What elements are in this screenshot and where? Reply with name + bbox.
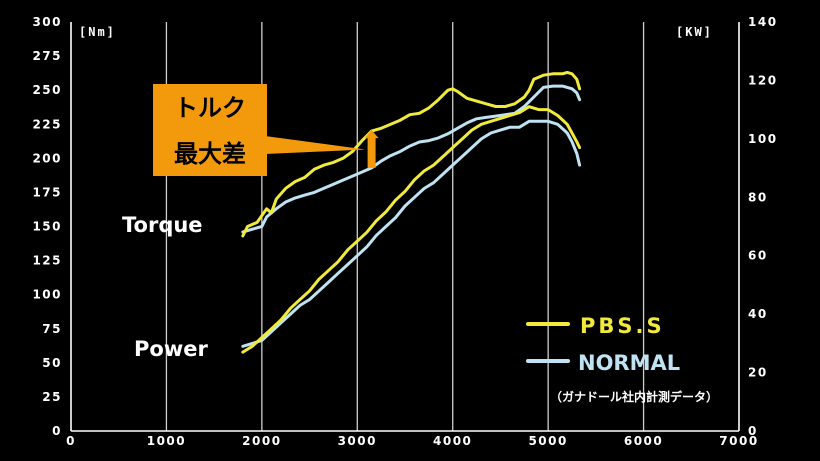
series-lines (241, 70, 582, 354)
right-tick-label-0: 0 (748, 424, 758, 438)
x-tick-label-4000: 4000 (433, 434, 472, 448)
right-tick-label-40: 40 (748, 307, 768, 321)
legend: PBS.S NORMAL （ガナドール社内計測データ） (526, 314, 718, 404)
left-tick-label-125: 125 (32, 254, 62, 268)
left-tick-label-175: 175 (32, 185, 62, 199)
left-axis-unit: [Nm] (79, 25, 116, 39)
left-tick-label-150: 150 (32, 220, 62, 234)
torque-pbs-s-line (241, 70, 582, 238)
left-tick-label-25: 25 (42, 390, 62, 404)
x-tick-label-3000: 3000 (338, 434, 377, 448)
legend-label-normal: NORMAL (578, 351, 680, 375)
callout-line2: 最大差 (174, 140, 246, 168)
left-tick-label-225: 225 (32, 117, 62, 131)
right-tick-label-100: 100 (748, 132, 778, 146)
gap-arrow-head (364, 130, 379, 139)
callout-line1: トルク (174, 94, 246, 122)
right-axis-unit: [KW] (676, 25, 713, 39)
callout-pointer (265, 136, 366, 154)
callout-box (153, 84, 267, 176)
legend-label-pbs: PBS.S (580, 314, 665, 338)
torque-gap-marker (364, 130, 379, 168)
power-series-label: Power (134, 337, 208, 361)
x-axis-ticks: 0 1000 2000 3000 4000 5000 6000 7000 (66, 434, 758, 448)
x-tick-label-7000: 7000 (719, 434, 758, 448)
torque-difference-callout: トルク 最大差 (153, 84, 366, 176)
left-tick-label-50: 50 (42, 356, 62, 370)
right-tick-label-140: 140 (748, 15, 778, 29)
power-pbs-s-line (241, 105, 582, 354)
right-tick-label-20: 20 (748, 366, 768, 380)
torque-normal-line (241, 84, 582, 234)
x-tick-label-0: 0 (66, 434, 76, 448)
left-tick-label-300: 300 (32, 15, 62, 29)
measurement-note: （ガナドール社内計測データ） (550, 389, 718, 404)
x-tick-label-6000: 6000 (624, 434, 663, 448)
left-tick-label-200: 200 (32, 151, 62, 165)
left-tick-label-75: 75 (42, 322, 62, 336)
x-tick-label-5000: 5000 (528, 434, 567, 448)
left-tick-label-250: 250 (32, 83, 62, 97)
right-tick-label-80: 80 (748, 190, 768, 204)
x-tick-label-2000: 2000 (242, 434, 281, 448)
power-normal-line (241, 119, 582, 348)
left-axis-ticks: 0 25 50 75 100 125 150 175 200 225 250 275 300 (32, 15, 62, 438)
left-tick-label-275: 275 (32, 49, 62, 63)
gap-arrow-shaft (367, 137, 376, 168)
axes (70, 22, 740, 432)
right-axis-ticks: 0 20 40 60 80 100 120 140 (748, 15, 778, 438)
right-tick-label-120: 120 (748, 73, 778, 87)
left-tick-label-100: 100 (32, 288, 62, 302)
x-tick-label-1000: 1000 (147, 434, 186, 448)
left-tick-label-0: 0 (52, 424, 62, 438)
right-tick-label-60: 60 (748, 249, 768, 263)
torque-series-label: Torque (122, 213, 203, 237)
